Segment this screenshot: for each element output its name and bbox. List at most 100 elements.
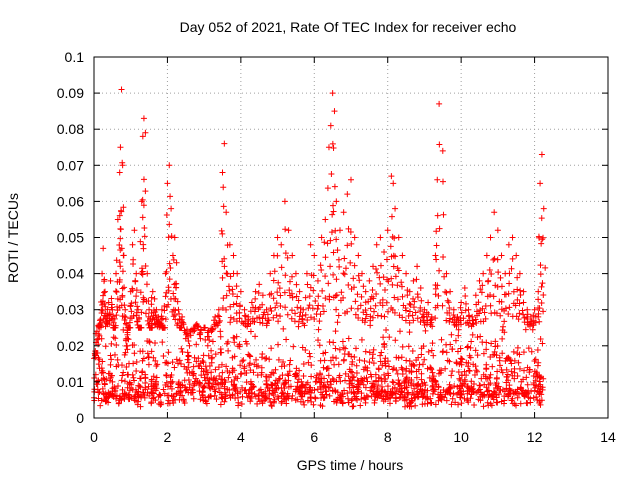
data-point bbox=[439, 349, 446, 356]
data-point bbox=[425, 348, 432, 355]
data-point bbox=[306, 293, 313, 300]
data-point bbox=[108, 372, 115, 379]
data-point bbox=[516, 300, 523, 307]
data-point bbox=[323, 388, 330, 395]
data-point bbox=[273, 312, 280, 319]
data-point bbox=[454, 391, 461, 398]
data-point bbox=[139, 214, 146, 221]
data-point bbox=[469, 317, 476, 324]
data-point bbox=[330, 145, 337, 152]
data-point bbox=[171, 234, 178, 241]
data-point bbox=[212, 366, 219, 373]
data-point bbox=[483, 346, 490, 353]
data-point bbox=[341, 351, 348, 358]
data-point bbox=[509, 234, 516, 241]
data-point bbox=[256, 281, 263, 288]
y-axis-label: ROTI / TECUs bbox=[5, 193, 21, 283]
data-point bbox=[529, 326, 536, 333]
data-point bbox=[266, 291, 273, 298]
data-point bbox=[526, 369, 533, 376]
data-point bbox=[95, 361, 102, 368]
data-point bbox=[259, 292, 266, 299]
data-point bbox=[216, 319, 223, 326]
data-point bbox=[217, 346, 224, 353]
data-point bbox=[513, 252, 520, 259]
data-point bbox=[99, 385, 106, 392]
data-point bbox=[292, 370, 299, 377]
data-point bbox=[287, 278, 294, 285]
data-point bbox=[137, 289, 144, 296]
data-point bbox=[501, 400, 508, 407]
y-tick-label: 0.01 bbox=[57, 374, 84, 390]
data-point bbox=[198, 372, 205, 379]
data-point bbox=[382, 355, 389, 362]
data-point bbox=[310, 287, 317, 294]
data-point bbox=[340, 357, 347, 364]
data-point bbox=[470, 321, 477, 328]
data-point bbox=[153, 374, 160, 381]
data-point bbox=[220, 184, 227, 191]
data-point bbox=[100, 375, 107, 382]
data-point bbox=[448, 401, 455, 408]
data-point bbox=[267, 371, 274, 378]
y-tick-label: 0.02 bbox=[57, 338, 84, 354]
data-point bbox=[132, 299, 139, 306]
data-point bbox=[141, 225, 148, 232]
data-point bbox=[495, 383, 502, 390]
data-point bbox=[268, 403, 275, 410]
data-point bbox=[299, 312, 306, 319]
data-point bbox=[179, 349, 186, 356]
data-point bbox=[101, 289, 108, 296]
data-point bbox=[144, 270, 151, 277]
data-point bbox=[270, 295, 277, 302]
data-point bbox=[440, 387, 447, 394]
data-point bbox=[170, 399, 177, 406]
data-point bbox=[180, 319, 187, 326]
data-point bbox=[483, 339, 490, 346]
data-point bbox=[108, 356, 115, 363]
data-point bbox=[221, 140, 228, 147]
data-point bbox=[230, 315, 237, 322]
data-point bbox=[166, 221, 173, 228]
data-point bbox=[213, 396, 220, 403]
data-point bbox=[505, 290, 512, 297]
data-point bbox=[406, 308, 413, 315]
x-tick-label: 4 bbox=[237, 429, 245, 445]
data-point bbox=[263, 355, 270, 362]
data-point bbox=[274, 393, 281, 400]
data-point bbox=[143, 281, 150, 288]
data-point bbox=[282, 380, 289, 387]
data-point bbox=[349, 403, 356, 410]
data-point bbox=[148, 294, 155, 301]
data-point bbox=[498, 298, 505, 305]
data-point bbox=[348, 305, 355, 312]
data-point bbox=[119, 268, 126, 275]
data-point bbox=[284, 254, 291, 261]
data-point bbox=[172, 307, 179, 314]
data-point bbox=[282, 250, 289, 257]
data-point bbox=[178, 361, 185, 368]
y-tick-label: 0 bbox=[76, 410, 84, 426]
data-point bbox=[284, 390, 291, 397]
data-point bbox=[384, 227, 391, 234]
data-point bbox=[324, 185, 331, 192]
data-point bbox=[116, 393, 123, 400]
data-point bbox=[508, 360, 515, 367]
data-point bbox=[203, 371, 210, 378]
data-point bbox=[355, 272, 362, 279]
data-point bbox=[236, 303, 243, 310]
data-point bbox=[325, 144, 332, 151]
data-point bbox=[176, 396, 183, 403]
data-point bbox=[133, 312, 140, 319]
data-point bbox=[225, 374, 232, 381]
data-point bbox=[117, 144, 124, 151]
data-point bbox=[255, 392, 262, 399]
data-point bbox=[331, 398, 338, 405]
data-point bbox=[342, 377, 349, 384]
data-point bbox=[442, 391, 449, 398]
data-point bbox=[398, 283, 405, 290]
data-point bbox=[223, 270, 230, 277]
data-point bbox=[328, 171, 335, 178]
data-point bbox=[190, 395, 197, 402]
data-point bbox=[216, 317, 223, 324]
